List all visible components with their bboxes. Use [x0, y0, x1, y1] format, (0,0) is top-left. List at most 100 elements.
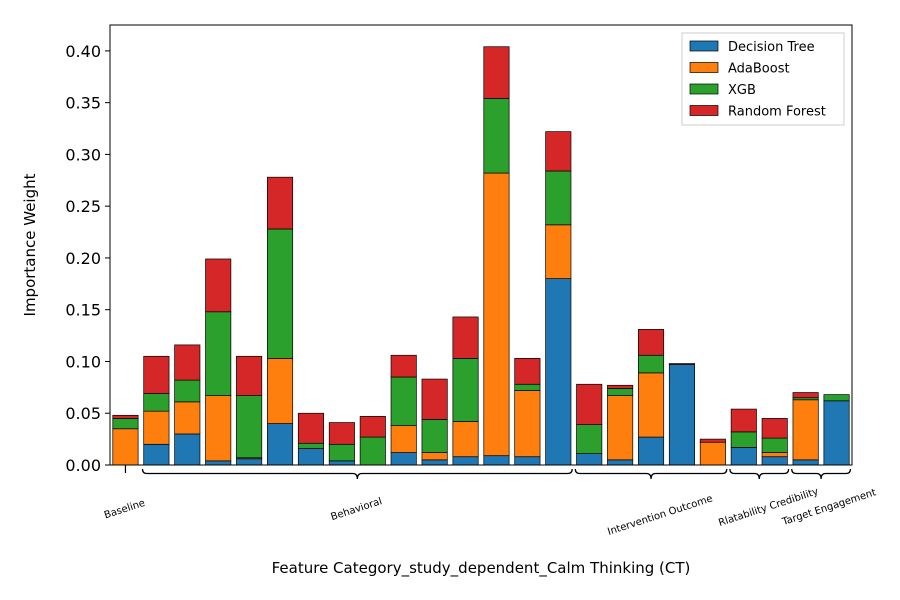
y-tick-label: 0.10 [65, 352, 101, 371]
bar-segment-xgb [359, 436, 386, 466]
bar-segment-xgb [390, 376, 417, 427]
bar-segment-adaboost [452, 421, 479, 458]
y-axis: 0.00 0.05 0.10 0.15 0.20 0.25 0.30 0.35 0.40 [65, 42, 110, 475]
legend-label: Decision Tree [728, 40, 815, 55]
legend: Decision Tree AdaBoost XGB Random Forest [681, 32, 845, 126]
bar-segment-adaboost [174, 401, 201, 435]
bar-segment-xgb [112, 418, 139, 430]
bar-segment-xgb [545, 170, 572, 226]
y-axis-title: Importance Weight [21, 173, 39, 316]
bar-segment-random-forest [576, 383, 603, 425]
bar-segment-xgb [452, 358, 479, 422]
bar-segment-decision-tree [823, 400, 850, 466]
bar-segment-random-forest [267, 176, 294, 230]
category-label: Baseline [103, 498, 147, 522]
bar-segment-adaboost [792, 399, 819, 461]
bar-segment-adaboost [143, 410, 170, 445]
bar-segment-decision-tree [236, 458, 263, 466]
bar-segment-decision-tree [576, 453, 603, 466]
bar-segment-decision-tree [205, 460, 232, 466]
y-tick-label: 0.25 [65, 197, 101, 216]
bar-segment-random-forest [143, 355, 170, 394]
plot-frame [109, 24, 853, 466]
bar-segment-xgb [483, 98, 510, 174]
category-brace [141, 468, 573, 480]
legend-label: XGB [728, 83, 756, 98]
bar-segment-decision-tree [545, 278, 572, 466]
bar-segment-random-forest [174, 344, 201, 381]
bars-layer [112, 46, 850, 466]
bar-segment-xgb [576, 424, 603, 454]
bar-segment-decision-tree [761, 456, 788, 466]
bar-segment-xgb [297, 442, 324, 449]
category-braces: Baseline Behavioral Intervention Outcome Rl… [103, 465, 878, 538]
bar-segment-decision-tree [328, 460, 355, 466]
bar-segment-random-forest [514, 358, 541, 385]
bar-segment-xgb [823, 394, 850, 402]
bar-segment-adaboost [390, 425, 417, 453]
legend-swatch [689, 83, 719, 95]
bar-segment-decision-tree [638, 436, 665, 466]
bar-segment-decision-tree [143, 443, 170, 466]
category-label: Rlatability Credibility [717, 486, 820, 529]
bar-segment-adaboost [483, 172, 510, 457]
bar-segment-xgb [421, 419, 448, 453]
bar-segment-random-forest [761, 418, 788, 439]
bar-segment-adaboost [638, 372, 665, 438]
bar-segment-adaboost [267, 358, 294, 424]
category-brace [574, 468, 728, 480]
bar-segment-random-forest [236, 355, 263, 396]
bar-segment-xgb [638, 354, 665, 374]
bar-segment-xgb [607, 388, 634, 396]
bar-segment-xgb [761, 437, 788, 453]
bar-segment-random-forest [421, 378, 448, 420]
y-tick-label: 0.30 [65, 145, 101, 164]
y-tick-label: 0.40 [65, 42, 101, 61]
bar-segment-random-forest [483, 46, 510, 99]
bar-segment-decision-tree [421, 459, 448, 466]
bar-segment-decision-tree [297, 448, 324, 466]
bar-segment-decision-tree [792, 459, 819, 466]
bar-segment-decision-tree [483, 455, 510, 466]
bar-segment-random-forest [359, 415, 386, 438]
category-brace [729, 468, 790, 480]
category-label: Intervention Outcome [606, 493, 714, 537]
bar-segment-adaboost [112, 428, 139, 466]
bar-segment-xgb [267, 228, 294, 359]
bar-segment-random-forest [297, 412, 324, 444]
bar-segment-adaboost [699, 441, 726, 466]
bar-segment-decision-tree [174, 433, 201, 466]
bar-segment-random-forest [638, 329, 665, 356]
bar-segment-random-forest [112, 414, 139, 419]
bar-segment-decision-tree [668, 364, 695, 466]
y-tick-label: 0.15 [65, 301, 101, 320]
bar-segment-adaboost [205, 395, 232, 462]
bar-segment-decision-tree [730, 447, 757, 466]
category-brace [791, 468, 852, 480]
bar-segment-random-forest [390, 354, 417, 378]
bar-segment-random-forest [328, 422, 355, 445]
bar-segment-random-forest [545, 131, 572, 172]
bar-segment-decision-tree [390, 452, 417, 466]
bar-segment-random-forest [452, 316, 479, 359]
y-tick-label: 0.00 [65, 456, 101, 475]
bar-segment-xgb [236, 395, 263, 459]
bar-segment-xgb [514, 383, 541, 391]
legend-swatch [689, 105, 719, 116]
bar-segment-adaboost [421, 452, 448, 461]
category-label: Behavioral [329, 496, 383, 523]
bar-segment-random-forest [205, 258, 232, 313]
bar-segment-decision-tree [607, 459, 634, 466]
bar-segment-decision-tree [267, 423, 294, 466]
y-tick-label: 0.05 [65, 404, 101, 423]
y-tick-label: 0.20 [65, 249, 101, 268]
bar-segment-decision-tree [514, 456, 541, 466]
bar-segment-adaboost [514, 390, 541, 458]
bar-segment-adaboost [607, 395, 634, 461]
x-axis-title: Feature Category_study_dependent_Calm Th… [272, 559, 691, 578]
bar-segment-random-forest [699, 438, 726, 443]
bar-segment-xgb [328, 443, 355, 462]
legend-label: AdaBoost [728, 62, 790, 77]
bar-segment-xgb [174, 379, 201, 403]
